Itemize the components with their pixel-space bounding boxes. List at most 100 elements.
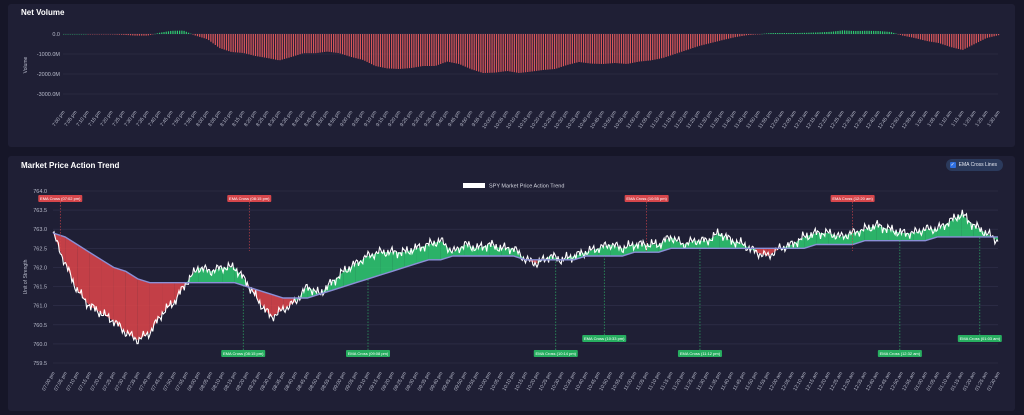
- volume-bar: [493, 34, 495, 73]
- volume-bar: [495, 34, 498, 73]
- volume-bar: [527, 34, 529, 72]
- volume-bar: [899, 34, 902, 35]
- ema-cross-up-label-box: [877, 350, 922, 357]
- volume-bar: [248, 34, 250, 55]
- volume-bar: [536, 34, 538, 71]
- volume-bar: [540, 34, 542, 71]
- bullish-fill: [670, 236, 683, 249]
- volume-bar: [837, 30, 839, 34]
- volume-bar: [237, 34, 239, 53]
- volume-bar: [794, 32, 797, 34]
- trend-chart: 764.0 763.5 763.0 762.5 762.0 761.5 761.0 760.5…: [23, 183, 1002, 392]
- volume-bar: [991, 34, 993, 37]
- volume-bar: [185, 31, 187, 34]
- volume-bar: [582, 34, 585, 63]
- volume-bar: [337, 34, 339, 54]
- volume-bar: [545, 34, 547, 70]
- volume-bar: [924, 34, 926, 41]
- volume-bar: [420, 34, 422, 67]
- volume-bar: [665, 34, 667, 57]
- volume-bar: [433, 34, 435, 66]
- ema-cross-down-label-box: [227, 195, 272, 202]
- volume-bar: [879, 31, 881, 34]
- volume-bar: [500, 34, 502, 72]
- bearish-fill: [767, 248, 780, 256]
- volume-bar: [701, 34, 703, 46]
- volume-bar: [638, 34, 640, 62]
- volume-bar: [948, 34, 951, 47]
- volume-bar: [292, 34, 295, 57]
- ema-cross-toggle[interactable]: ✓ EMA Cross Lines: [945, 159, 1003, 171]
- volume-bar: [522, 34, 524, 73]
- volume-bar: [783, 33, 785, 34]
- y-tick-label: 761.0: [33, 304, 47, 310]
- volume-bar: [636, 34, 638, 62]
- volume-bar: [399, 34, 402, 69]
- volume-bar: [944, 34, 946, 46]
- volume-bar: [138, 34, 141, 36]
- volume-bar: [538, 34, 540, 71]
- volume-bar: [167, 31, 170, 34]
- volume-bar: [344, 34, 346, 55]
- volume-bar: [692, 34, 694, 49]
- volume-bar: [765, 33, 768, 34]
- bearish-fill: [113, 267, 126, 333]
- volume-bar: [290, 34, 292, 58]
- volume-bar: [623, 34, 625, 64]
- volume-bar: [919, 34, 922, 40]
- volume-bar: [768, 33, 770, 34]
- volume-bar: [268, 34, 270, 59]
- volume-bar: [355, 34, 357, 59]
- volume-bar: [225, 34, 228, 51]
- volume-bar: [850, 30, 852, 34]
- volume-bar: [449, 34, 451, 63]
- y-tick-label: 764.0: [33, 189, 47, 195]
- y-tick-label: 761.5: [33, 285, 47, 291]
- volume-bar: [547, 34, 549, 70]
- bullish-fill: [695, 240, 708, 249]
- volume-bar: [333, 34, 335, 53]
- volume-bar: [480, 34, 482, 73]
- ema-cross-toggle-label: EMA Cross Lines: [958, 162, 997, 168]
- volume-bar: [886, 31, 888, 34]
- volume-bar: [464, 34, 466, 67]
- volume-bar: [335, 34, 337, 53]
- volume-bar: [698, 34, 701, 46]
- volume-bar: [574, 34, 576, 64]
- bullish-fill: [210, 267, 223, 283]
- volume-bar: [819, 32, 821, 34]
- ema-cross-down-label-box: [830, 195, 875, 202]
- volume-bar: [507, 34, 509, 72]
- volume-bar: [158, 32, 161, 34]
- ema-cross-down-label-box: [38, 195, 83, 202]
- volume-bar: [732, 34, 734, 38]
- volume-bar: [904, 34, 906, 37]
- volume-bar: [330, 34, 332, 53]
- volume-bar: [603, 34, 605, 64]
- volume-bar: [652, 34, 654, 61]
- volume-bar: [649, 34, 652, 61]
- volume-bar: [672, 34, 674, 55]
- volume-bar: [835, 31, 837, 34]
- volume-bar: [295, 34, 297, 56]
- bullish-fill: [622, 244, 635, 256]
- bearish-fill: [65, 236, 78, 291]
- volume-bar: [482, 34, 484, 73]
- checkbox-icon[interactable]: ✓: [949, 162, 956, 168]
- volume-bar: [748, 34, 750, 36]
- volume-bar: [277, 34, 279, 61]
- volume-bar: [176, 30, 179, 34]
- volume-bar: [707, 34, 710, 44]
- volume-bar: [620, 34, 623, 64]
- y-tick-label: -1000.0M: [37, 52, 61, 58]
- volume-bar: [676, 34, 678, 54]
- volume-bar: [446, 34, 449, 62]
- volume-bar: [127, 34, 129, 36]
- volume-bar: [466, 34, 469, 68]
- ema-cross-up-label-text: EMA Cross (09:08 pm): [348, 351, 389, 356]
- volume-bar: [727, 34, 730, 39]
- volume-bar: [569, 34, 571, 65]
- y-axis-label: Volume: [23, 56, 29, 73]
- volume-bar: [179, 30, 181, 34]
- volume-bar: [428, 34, 431, 66]
